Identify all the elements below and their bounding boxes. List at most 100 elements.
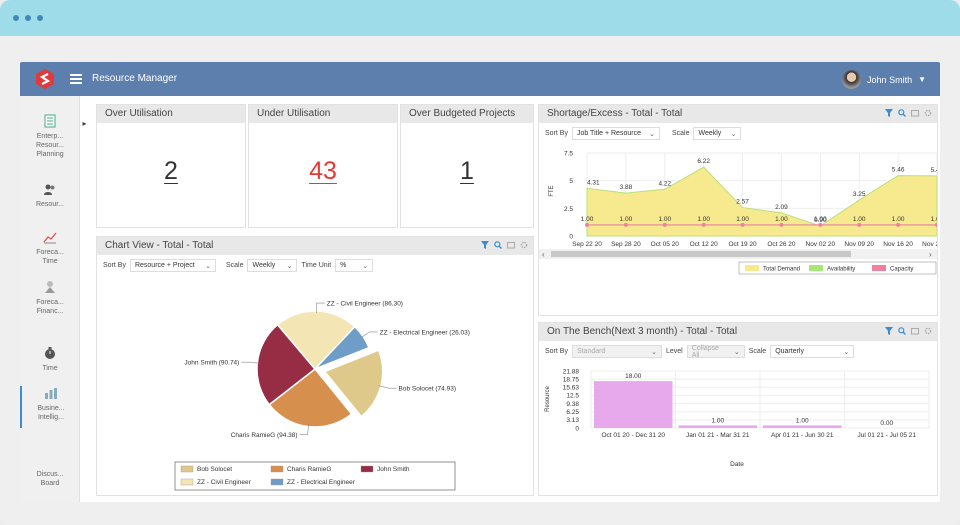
kpi-over-budgeted-projects[interactable]: Over Budgeted Projects 1	[400, 104, 534, 228]
filter-icon[interactable]	[481, 241, 489, 249]
settings-icon[interactable]	[520, 241, 528, 249]
shortage-excess-chart[interactable]: 7.5 5 2.5 0 FTE 4.31 3.88 4.22 6.22 2.57 2.09 0.90 3…	[539, 143, 937, 315]
y-tick-label: 6.25	[566, 409, 579, 416]
sidebar-item-label: Foreca... Time	[36, 249, 64, 265]
sidebar-item-4[interactable]: Foreca... Financ...	[20, 280, 80, 316]
sidebar-item-5[interactable]: Time	[20, 346, 80, 373]
capacity-point	[818, 222, 823, 227]
kpi-under-utilisation[interactable]: Under Utilisation 43	[248, 104, 398, 228]
panel-tools	[481, 241, 528, 249]
kpi-value[interactable]: 1	[460, 157, 474, 185]
time-unit-select[interactable]: % ⌄	[335, 259, 374, 272]
legend-label: John Smith	[377, 466, 410, 473]
people-icon	[44, 184, 55, 195]
app-logo-icon[interactable]	[34, 68, 56, 90]
user-menu[interactable]: John Smith ▼	[842, 70, 926, 89]
x-tick-label: Apr 01 21 - Jun 30 21	[771, 432, 834, 439]
pie-slice-label: John Smith (90.74)	[184, 360, 239, 367]
x-tick-label: Nov 16 20	[883, 241, 913, 248]
x-tick-label: Jul 01 21 - Jul 05 21	[857, 432, 916, 439]
scale-select[interactable]: Weekly ⌄	[247, 259, 298, 272]
kpi-value[interactable]: 2	[164, 157, 178, 185]
y-tick-label: 0	[575, 425, 579, 432]
sidebar-item-6[interactable]: Busine... Intellig...	[20, 386, 80, 428]
scale-label: Scale	[225, 262, 244, 269]
chevron-down-icon: ⌄	[733, 348, 740, 356]
capacity-data-label: 1.00	[931, 216, 937, 223]
maximize-icon[interactable]	[911, 327, 919, 335]
top-navbar: Resource Manager John Smith ▼	[20, 62, 940, 96]
filter-icon[interactable]	[885, 327, 893, 335]
legend-label: Bob Solocet	[197, 466, 232, 473]
chevron-down-icon: ⌄	[651, 348, 657, 356]
sidebar-expand-icon[interactable]: ▸	[80, 116, 89, 132]
y-axis-label: Resource	[545, 386, 551, 412]
capacity-point	[740, 222, 745, 227]
on-the-bench-panel: On The Bench(Next 3 month) - Total - Tot…	[538, 322, 938, 496]
bench-toolbar: Sort By Standard ⌄ Level Collapse All ⌄ Sc…	[545, 345, 855, 359]
window-dot-icon[interactable]	[37, 15, 43, 21]
settings-icon[interactable]	[924, 109, 932, 117]
search-icon[interactable]	[494, 241, 502, 249]
area-legend: Total Demand Availability Capacity	[738, 261, 937, 275]
x-tick-label: Oct 19 20	[728, 241, 757, 248]
sort-select[interactable]: Standard ⌄	[571, 345, 662, 358]
sort-select[interactable]: Resource + Project ⌄	[129, 259, 216, 272]
pie-slice-label: Bob Solocet (74.93)	[399, 386, 456, 393]
scale-select[interactable]: Weekly ⌄	[693, 127, 742, 140]
app-window: Resource Manager John Smith ▼ Enterp... …	[20, 62, 940, 502]
maximize-icon[interactable]	[911, 109, 919, 117]
y-tick-label: 2.5	[564, 206, 573, 213]
finance-icon	[45, 281, 55, 293]
panel-tools	[885, 327, 932, 335]
sidebar-item-3[interactable]: Foreca... Time	[20, 230, 80, 266]
settings-icon[interactable]	[924, 327, 932, 335]
pie-leader-line	[361, 331, 378, 338]
capacity-data-label: 1.00	[581, 216, 594, 223]
bar-data-label: 18.00	[625, 373, 642, 380]
demand-data-label: 4.22	[658, 180, 671, 187]
search-icon[interactable]	[898, 327, 906, 335]
y-tick-label: 18.75	[563, 376, 580, 383]
capacity-point	[779, 222, 784, 227]
chevron-down-icon: ⌄	[649, 130, 655, 138]
filter-icon[interactable]	[885, 109, 893, 117]
capacity-data-label: 1.00	[736, 216, 749, 223]
y-tick-label: 7.5	[564, 151, 573, 158]
kpi-value[interactable]: 43	[309, 157, 337, 185]
bar	[763, 425, 842, 428]
window-dot-icon[interactable]	[25, 15, 31, 21]
pie-leader-line	[299, 424, 309, 435]
sort-label: Sort By	[545, 130, 568, 137]
menu-hamburger-icon[interactable]	[70, 74, 82, 86]
sidebar-item-1[interactable]: Enterp... Resour... Planning	[20, 114, 80, 159]
panel-tools	[885, 109, 932, 117]
window-dot-icon[interactable]	[13, 15, 19, 21]
search-icon[interactable]	[898, 109, 906, 117]
x-tick-label: Oct 12 20	[690, 241, 719, 248]
chart-view-title: Chart View - Total - Total	[105, 240, 214, 251]
spreadsheet-icon	[44, 114, 56, 128]
sort-select[interactable]: Job Title + Resource ⌄	[571, 127, 660, 140]
capacity-data-label: 1.00	[697, 216, 710, 223]
chevron-down-icon: ⌄	[843, 348, 850, 356]
level-select[interactable]: Collapse All ⌄	[686, 345, 745, 359]
bar-chart-icon	[45, 388, 57, 399]
demand-data-label: 2.09	[775, 204, 788, 211]
avatar	[842, 70, 862, 89]
legend-label: ZZ - Electrical Engineer	[287, 479, 356, 486]
pie-chart[interactable]: Bob Solocet (74.93) Charis RamieG (94.38)…	[97, 274, 533, 496]
sidebar-item-label: Foreca... Financ...	[36, 299, 64, 315]
shortage-excess-panel: Shortage/Excess - Total - Total Sort By …	[538, 104, 938, 316]
scale-select[interactable]: Quarterly ⌄	[770, 345, 855, 358]
kpi-over-utilisation[interactable]: Over Utilisation 2	[96, 104, 246, 228]
sidebar: Enterp... Resour... Planning Resour... For…	[20, 96, 80, 502]
legend-label: Capacity	[890, 267, 913, 273]
sidebar-item-7[interactable]: Discus... Board	[20, 470, 80, 488]
sidebar-item-2[interactable]: Resour...	[20, 182, 80, 209]
level-label: Level	[665, 348, 683, 355]
maximize-icon[interactable]	[507, 241, 515, 249]
demand-data-label: 6.22	[697, 158, 710, 165]
pie-leader-line	[378, 385, 397, 389]
